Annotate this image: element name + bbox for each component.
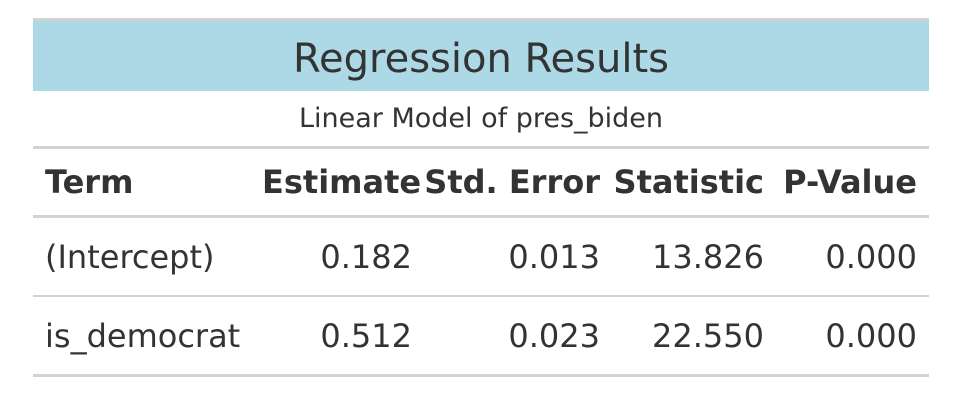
cell-p-value: 0.000 (825, 237, 917, 276)
cell-std-error: 0.023 (508, 316, 600, 355)
row-divider (33, 295, 929, 297)
table-subtitle: Linear Model of pres_biden (298, 103, 664, 134)
header-statistic: Statistic (613, 163, 764, 201)
title-band: Regression Results (33, 21, 929, 91)
cell-estimate: 0.182 (320, 237, 412, 276)
column-header-row: Term Estimate Std. Error Statistic P-Val… (33, 149, 929, 215)
header-std-error: Std. Error (424, 163, 600, 201)
table-row: (Intercept) 0.182 0.013 13.826 0.000 (33, 218, 929, 295)
cell-term: is_democrat (45, 316, 241, 355)
header-top-border (33, 146, 929, 149)
subtitle-band: Linear Model of pres_biden (33, 91, 929, 146)
table-bottom-border (33, 374, 929, 377)
regression-table: Regression Results Linear Model of pres_… (33, 18, 929, 377)
table-title: Regression Results (293, 36, 669, 82)
header-bottom-border (33, 215, 929, 218)
cell-statistic: 22.550 (652, 316, 764, 355)
cell-std-error: 0.013 (508, 237, 600, 276)
cell-p-value: 0.000 (825, 316, 917, 355)
header-p-value: P-Value (783, 163, 917, 201)
header-term: Term (45, 163, 134, 201)
cell-term: (Intercept) (45, 237, 215, 276)
table-row: is_democrat 0.512 0.023 22.550 0.000 (33, 297, 929, 374)
cell-statistic: 13.826 (652, 237, 764, 276)
header-estimate: Estimate (262, 163, 422, 201)
table-top-border (33, 18, 929, 21)
cell-estimate: 0.512 (320, 316, 412, 355)
